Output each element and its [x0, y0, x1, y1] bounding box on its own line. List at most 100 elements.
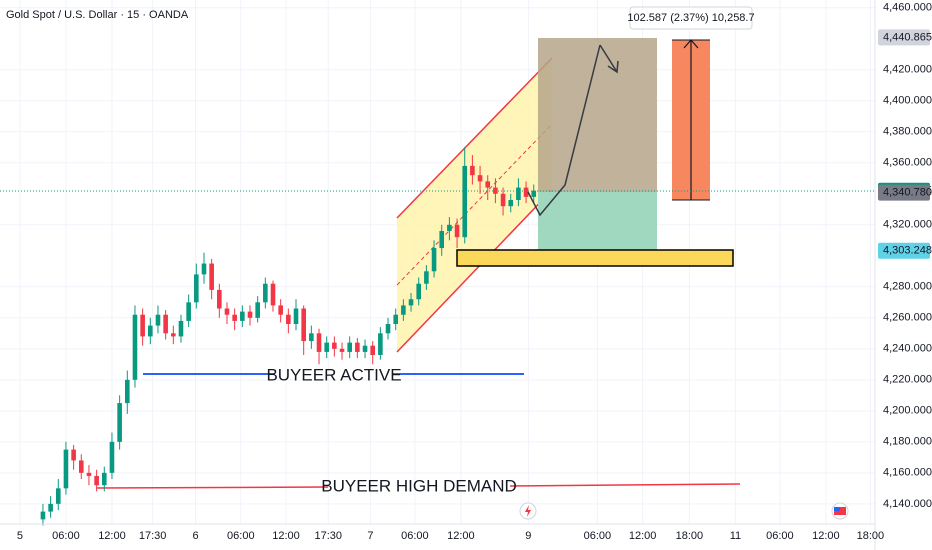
projection-path	[599, 44, 618, 73]
measure-label-box	[629, 6, 753, 30]
chart-title: Gold Spot / U.S. Dollar · 15 · OANDA	[6, 9, 189, 21]
candle-body	[78, 460, 84, 473]
candle-body	[293, 308, 299, 325]
x-tick-label: 6	[192, 530, 198, 542]
price-tag-label: 4,303.248	[883, 245, 932, 257]
candle-body	[140, 314, 145, 337]
x-tick-label: 18:00	[857, 530, 885, 542]
grid	[0, 0, 875, 524]
x-tick-label: 06:00	[766, 530, 794, 542]
candle-body	[454, 224, 460, 238]
candle-body	[247, 311, 253, 318]
event-icon-bolt	[525, 505, 531, 517]
candle-body	[263, 283, 268, 303]
x-tick-label: 06:00	[227, 530, 255, 542]
candle-body	[393, 314, 399, 325]
candle-body	[125, 379, 130, 404]
y-tick-label: 4,180.000	[883, 436, 932, 448]
candle-body	[48, 503, 53, 512]
y-tick-label: 4,360.000	[883, 157, 932, 169]
candle-body	[523, 187, 529, 197]
x-tick-label: 06:00	[584, 530, 612, 542]
candle-body	[324, 342, 329, 352]
candle-body	[500, 193, 506, 207]
price-tag	[878, 29, 930, 46]
candle-body	[109, 441, 115, 473]
candle-body	[163, 314, 168, 334]
candle-body	[286, 314, 291, 325]
x-tick-label: 17:30	[314, 530, 342, 542]
candle-body	[55, 488, 61, 504]
x-tick-label: 11	[730, 530, 741, 542]
y-tick-label: 4,420.000	[883, 64, 932, 76]
y-tick-label: 4,200.000	[883, 405, 932, 417]
channel-top	[396, 57, 553, 219]
price-tag-label: 4,340.780	[883, 186, 932, 198]
x-tick-label: 5	[17, 530, 23, 542]
candle-body	[485, 181, 491, 188]
flag-icon	[834, 507, 840, 511]
y-tick-label: 4,320.000	[883, 219, 932, 231]
candle-body	[71, 449, 76, 461]
annotation: BUYEER HIGH DEMAND	[321, 476, 517, 495]
x-tick-label: 7	[367, 530, 373, 542]
candle-body	[232, 314, 237, 321]
y-tick-label: 4,380.000	[883, 126, 932, 138]
demand-line	[509, 483, 741, 487]
x-tick-label: 12:00	[272, 530, 300, 542]
candle-body	[309, 333, 314, 342]
y-tick-label: 4,160.000	[883, 467, 932, 479]
demand-line	[96, 486, 329, 489]
annotation: BUYEER ACTIVE	[266, 365, 401, 384]
x-tick-label: 12:00	[629, 530, 657, 542]
y-tick-label: 4,460.000	[883, 2, 932, 14]
x-tick-label: 18:00	[676, 530, 704, 542]
axes: 4,140.000 4,160.000 4,180.000 4,200.000 4,22…	[17, 2, 932, 542]
candle-body	[194, 274, 199, 303]
x-tick-label: 12:00	[447, 530, 475, 542]
candle-body	[186, 302, 191, 321]
candle-body	[362, 345, 368, 352]
candle-body	[316, 333, 322, 352]
channel-fill	[397, 58, 552, 352]
candle-body	[378, 333, 383, 356]
stop-zone	[538, 192, 657, 251]
x-tick-label: 06:00	[401, 530, 429, 542]
candle-body	[155, 314, 161, 326]
candle-body	[86, 472, 92, 476]
candle-body	[240, 311, 245, 321]
candle-body	[63, 449, 69, 489]
candle-body	[178, 320, 184, 337]
candle-body	[339, 348, 345, 352]
candle-body	[493, 187, 498, 194]
candle-body	[117, 403, 122, 442]
measure-label: 102.587 (2.37%) 10,258.7	[627, 12, 754, 24]
y-tick-label: 4,260.000	[883, 312, 932, 324]
y-tick-label: 4,280.000	[883, 281, 932, 293]
candle-body	[385, 324, 391, 334]
candle-body	[477, 175, 483, 182]
candle-body	[171, 333, 176, 337]
candle-body	[347, 342, 352, 352]
candle-body	[447, 224, 452, 231]
x-tick-label: 12:00	[98, 530, 126, 542]
candle-body	[424, 271, 429, 284]
candle-body	[470, 165, 475, 176]
candle-body	[278, 305, 283, 315]
candle-body	[531, 190, 537, 197]
candle-body	[201, 263, 207, 275]
candle-body	[132, 314, 138, 380]
candle-body	[431, 248, 437, 272]
candle-body	[332, 342, 337, 349]
x-tick-label: 12:00	[812, 530, 840, 542]
channel-mid	[396, 123, 553, 286]
x-tick-label: 9	[525, 530, 531, 542]
candle-body	[217, 289, 222, 309]
candle-body	[101, 472, 107, 486]
projection-path	[527, 44, 601, 217]
candle-body	[148, 325, 153, 337]
candle-body	[408, 299, 414, 306]
candle-body	[270, 283, 276, 306]
candle-body	[301, 308, 306, 342]
candle-body	[370, 345, 375, 356]
